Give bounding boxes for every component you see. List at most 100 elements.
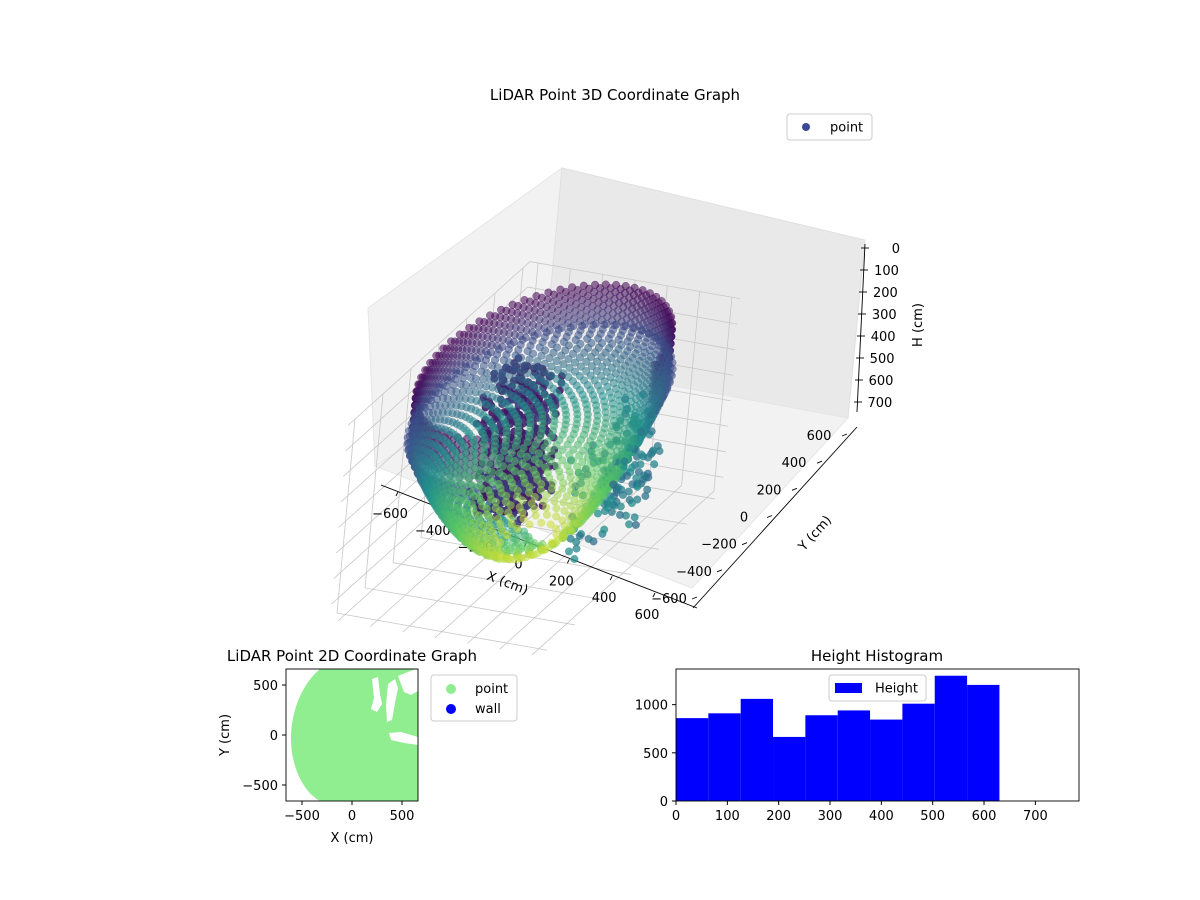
scatter-point <box>578 458 587 467</box>
scatter-point <box>564 547 574 556</box>
legend-histogram-swatch <box>835 683 862 693</box>
grid-line-back-x <box>681 291 700 486</box>
scatter-point <box>453 433 462 442</box>
z-tick-label-3d: 600 <box>869 374 894 389</box>
scatter-point <box>558 516 567 525</box>
scatter-point <box>513 359 522 368</box>
scatter-point <box>494 345 503 354</box>
y-tick-mark-3d <box>691 596 698 600</box>
legend-3d[interactable]: point <box>786 113 873 141</box>
scatter-point <box>552 512 561 521</box>
plot-frame-histogram <box>675 668 1080 802</box>
scatter-point <box>527 499 536 508</box>
scatter-point <box>493 376 502 385</box>
scatter-point <box>475 408 484 417</box>
scatter-point <box>566 501 575 510</box>
scatter-point <box>550 497 559 506</box>
scatter-point <box>542 452 551 461</box>
scatter-point <box>607 507 616 517</box>
scatter-point <box>559 360 568 369</box>
scatter-point <box>570 554 579 564</box>
scatter-point <box>469 417 478 426</box>
scatter-point <box>462 363 471 372</box>
y-axis-line <box>692 426 858 609</box>
y-axis-label-3d: Y (cm) <box>795 513 835 555</box>
scatter-point <box>445 440 454 449</box>
scatter-point <box>495 538 505 547</box>
z-ticks-3d: 0 100 200 300 400 500 600 700 <box>854 242 900 411</box>
scatter-point <box>598 362 607 371</box>
x-tick-mark-3d <box>652 592 656 598</box>
gap-2d-b <box>386 679 398 722</box>
y-tick-label-2d: −500 <box>242 779 278 794</box>
scatter-point <box>529 465 538 475</box>
scatter-point <box>553 490 562 499</box>
x-tick-label-histogram: 700 <box>1023 809 1048 824</box>
x-tick-label-histogram: 600 <box>972 809 997 824</box>
z-axis-label-3d: H (cm) <box>911 303 926 347</box>
scatter-point <box>649 446 658 455</box>
scatter-point <box>533 357 542 366</box>
scatter-point <box>575 531 584 540</box>
chart-2d-title: LiDAR Point 2D Coordinate Graph <box>227 647 477 665</box>
plot-area-2d <box>290 669 418 801</box>
histogram-bar <box>773 736 806 801</box>
x-tick-label-3d: 600 <box>635 608 660 623</box>
scatter-point <box>531 440 540 449</box>
legend-2d[interactable]: point wall <box>430 674 518 722</box>
y-tick-mark-3d <box>716 569 723 573</box>
scatter-point <box>439 447 448 456</box>
scatter-point <box>547 362 556 371</box>
scatter-point <box>588 468 597 477</box>
scatter-point <box>650 460 659 469</box>
x-tick-label-histogram: 100 <box>715 809 740 824</box>
legend-histogram-frame <box>828 674 927 702</box>
scatter-point <box>570 367 580 376</box>
scatter-point <box>570 495 579 504</box>
scatter-point <box>600 525 609 534</box>
scatter-point <box>643 485 652 494</box>
grid-line-left-y <box>392 368 412 563</box>
scatter-point <box>461 381 470 390</box>
scatter-point <box>495 469 504 478</box>
y-tick-label-2d: 500 <box>253 679 278 694</box>
y-tick-label-3d: −200 <box>701 538 737 553</box>
chart-3d-title: LiDAR Point 3D Coordinate Graph <box>490 86 740 104</box>
x-tick-label-histogram: 500 <box>920 809 945 824</box>
y-tick-label-3d: 200 <box>757 483 782 498</box>
scatter-point <box>560 506 569 516</box>
scatter-point <box>575 482 584 492</box>
scatter-point <box>552 524 561 533</box>
scatter-point <box>466 473 475 482</box>
legend-histogram[interactable]: Height <box>828 674 927 702</box>
scatter-point <box>471 374 481 383</box>
scatter-point <box>629 323 638 333</box>
x-tick-label-3d: −400 <box>415 524 451 539</box>
scatter-point <box>530 306 539 315</box>
scatter-point <box>528 362 537 372</box>
legend-3d-label-point: point <box>830 121 863 136</box>
scatter-point <box>531 299 540 308</box>
scatter-point <box>495 453 505 462</box>
y-tick-label-3d: 400 <box>782 456 807 471</box>
x-tick-label-3d: 400 <box>592 591 617 606</box>
scatter-point <box>483 350 492 359</box>
x-tick-mark-3d <box>566 559 570 564</box>
gap-2d-a <box>371 677 382 712</box>
scatter-point <box>558 445 567 454</box>
scatter-point <box>530 331 539 340</box>
scatter-point <box>576 362 585 371</box>
scatter-point <box>472 356 481 365</box>
scatter-point <box>527 551 536 560</box>
y-tick-label-histogram: 1000 <box>635 699 668 714</box>
scatter-point <box>620 457 629 466</box>
scatter-point <box>589 320 598 330</box>
scatter-point <box>542 510 552 519</box>
y-tick-label-2d: 0 <box>270 729 278 744</box>
scatter-point <box>628 463 637 472</box>
x-tick-label-histogram: 200 <box>766 809 791 824</box>
scatter-point <box>477 474 486 483</box>
scatter-point <box>581 465 590 474</box>
scatter-point <box>513 524 522 533</box>
